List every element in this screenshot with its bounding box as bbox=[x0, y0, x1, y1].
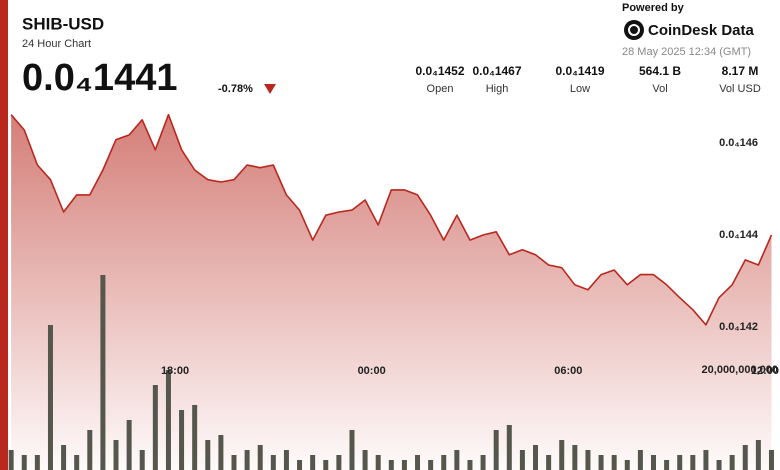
volume-bar bbox=[34, 455, 40, 470]
volume-bar bbox=[139, 450, 145, 470]
volume-bar bbox=[205, 440, 211, 470]
volume-bar bbox=[336, 455, 342, 470]
timestamp: 28 May 2025 12:34 (GMT) bbox=[622, 46, 751, 58]
volume-bar bbox=[283, 450, 289, 470]
volume-bar bbox=[310, 455, 316, 470]
volume-bar bbox=[415, 455, 421, 470]
volume-bar bbox=[742, 445, 748, 470]
volume-bar bbox=[165, 370, 171, 470]
volume-bar bbox=[61, 445, 67, 470]
y-tick-label: 0.0₄146 bbox=[719, 137, 758, 149]
stat-label: High bbox=[486, 83, 509, 95]
volume-bar bbox=[270, 455, 276, 470]
volume-bar bbox=[401, 460, 407, 470]
down-arrow bbox=[264, 84, 276, 94]
stat-label: Vol bbox=[652, 83, 667, 95]
volume-bar bbox=[362, 450, 368, 470]
stat-label: Vol USD bbox=[719, 83, 761, 95]
brand-logo bbox=[624, 20, 644, 40]
volume-bar bbox=[467, 460, 473, 470]
volume-bar bbox=[244, 450, 250, 470]
volume-bar bbox=[768, 450, 774, 470]
volume-bar bbox=[716, 460, 722, 470]
volume-bar bbox=[677, 455, 683, 470]
change: -0.78% bbox=[218, 83, 253, 95]
volume-bar bbox=[559, 440, 565, 470]
volume-bar bbox=[231, 455, 237, 470]
volume-bar bbox=[152, 385, 158, 470]
volume-bar bbox=[755, 440, 761, 470]
volume-bar bbox=[690, 455, 696, 470]
stat-value: 0.0₄1452 bbox=[415, 64, 464, 78]
stat-value: 564.1 B bbox=[639, 64, 681, 78]
stat-label: Open bbox=[427, 83, 454, 95]
x-tick-label: 00:00 bbox=[358, 365, 386, 377]
volume-bar bbox=[126, 420, 132, 470]
volume-bar bbox=[388, 460, 394, 470]
subtitle: 24 Hour Chart bbox=[22, 38, 91, 50]
chart-title: SHIB-USD bbox=[22, 14, 104, 33]
volume-bar bbox=[87, 430, 93, 470]
stat-value: 8.17 M bbox=[722, 64, 759, 78]
volume-bar bbox=[428, 460, 434, 470]
volume-bar bbox=[546, 455, 552, 470]
volume-bar bbox=[8, 450, 14, 470]
x-tick-label: 18:00 bbox=[161, 365, 189, 377]
volume-bar bbox=[74, 455, 80, 470]
volume-bar bbox=[257, 445, 263, 470]
y-tick-label: 0.0₄144 bbox=[719, 229, 759, 241]
stat-value: 0.0₄1419 bbox=[555, 64, 604, 78]
y2-tick-label: 20,000,000,000 bbox=[702, 364, 778, 376]
volume-bar bbox=[729, 455, 735, 470]
plot-area bbox=[8, 113, 774, 470]
volume-bar bbox=[375, 455, 381, 470]
volume-bar bbox=[441, 455, 447, 470]
x-tick-label: 12:00 bbox=[751, 365, 779, 377]
volume-bar bbox=[323, 460, 329, 470]
volume-bar bbox=[664, 460, 670, 470]
volume-bar bbox=[113, 440, 119, 470]
volume-bar bbox=[637, 450, 643, 470]
volume-bar bbox=[506, 425, 512, 470]
volume-bar bbox=[454, 450, 460, 470]
stat-label: Low bbox=[570, 83, 590, 95]
volume-bar bbox=[47, 325, 53, 470]
y-tick-label: 0.0₄142 bbox=[719, 321, 758, 333]
volume-bar bbox=[480, 455, 486, 470]
volume-bar bbox=[349, 430, 355, 470]
price: 0.0₄1441 bbox=[22, 57, 177, 99]
volume-bar bbox=[21, 455, 27, 470]
volume-bar bbox=[611, 455, 617, 470]
volume-bar bbox=[493, 430, 499, 470]
volume-bar bbox=[585, 450, 591, 470]
volume-bar bbox=[572, 445, 578, 470]
volume-bar bbox=[218, 435, 224, 470]
volume-bar bbox=[519, 450, 525, 470]
volume-bar bbox=[650, 455, 656, 470]
volume-bar bbox=[100, 275, 106, 470]
volume-bar bbox=[703, 450, 709, 470]
price-area bbox=[11, 114, 772, 470]
x-tick-label: 06:00 bbox=[554, 365, 582, 377]
volume-bar bbox=[598, 455, 604, 470]
volume-bar bbox=[297, 460, 303, 470]
powered-by: Powered by bbox=[622, 2, 685, 14]
volume-bar bbox=[179, 410, 185, 470]
volume-bar bbox=[533, 445, 539, 470]
price-line bbox=[10, 113, 773, 326]
volume-bar bbox=[192, 405, 198, 470]
brand: CoinDesk Data bbox=[648, 22, 755, 39]
volume-bar bbox=[624, 460, 630, 470]
accent-stripe bbox=[0, 0, 8, 470]
stat-value: 0.0₄1467 bbox=[472, 64, 521, 78]
